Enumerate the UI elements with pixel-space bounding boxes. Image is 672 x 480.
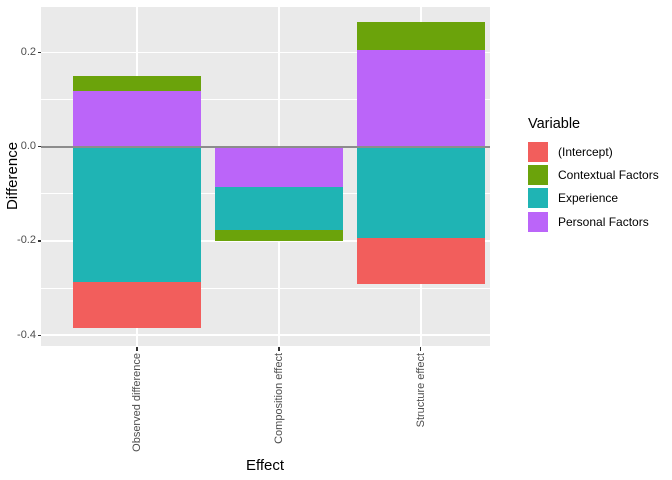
- gridline-minor: [41, 99, 490, 100]
- y-tick-label: 0.2: [20, 45, 36, 58]
- legend-swatch: [528, 141, 548, 162]
- gridline-major: [41, 334, 490, 336]
- bar-segment: [73, 90, 202, 147]
- legend-item-label: Experience: [558, 191, 619, 206]
- gridline-minor: [41, 287, 490, 289]
- legend-swatch: [528, 188, 548, 209]
- gridline-major: [41, 51, 490, 54]
- x-axis-title: Effect: [245, 457, 285, 474]
- x-tick-mark: [278, 346, 280, 351]
- x-tick-mark: [420, 346, 422, 351]
- x-tick-label: Structure effect: [414, 353, 427, 428]
- bar-segment: [73, 146, 202, 283]
- legend-item: Contextual Factors: [528, 163, 659, 186]
- bar-segment: [356, 50, 485, 147]
- legend-title: Variable: [528, 116, 581, 132]
- y-tick-mark: [37, 334, 41, 336]
- bar-segment: [214, 230, 343, 242]
- y-tick-label: -0.2: [17, 234, 36, 247]
- bar-segment: [214, 187, 343, 231]
- x-tick-label: Observed difference: [131, 353, 144, 452]
- legend-item-label: Personal Factors: [558, 214, 649, 229]
- bar-segment: [356, 146, 485, 238]
- legend-item-label: Contextual Factors: [558, 167, 659, 182]
- legend-item-label: (Intercept): [558, 144, 613, 159]
- legend-swatch: [528, 164, 548, 185]
- y-tick-mark: [37, 51, 41, 54]
- x-tick-mark: [136, 346, 138, 351]
- legend: Variable (Intercept) Contextual Factors Ex…: [528, 116, 659, 233]
- y-axis-title: Difference: [4, 141, 21, 211]
- legend-items: (Intercept) Contextual Factors Experience P…: [528, 140, 659, 233]
- legend-item: Experience: [528, 187, 659, 210]
- bar-segment: [356, 21, 485, 51]
- bar-segment: [214, 146, 343, 188]
- x-tick-label: Composition effect: [272, 353, 285, 444]
- y-tick-mark: [37, 240, 41, 242]
- plot-panel: [41, 7, 490, 346]
- y-tick-mark: [37, 146, 41, 148]
- legend-item: (Intercept): [528, 140, 659, 163]
- legend-swatch: [528, 211, 548, 232]
- bar-segment: [356, 237, 485, 284]
- legend-item: Personal Factors: [528, 210, 659, 233]
- bar-segment: [73, 282, 202, 329]
- y-tick-label: 0.0: [20, 140, 36, 153]
- bar-segment: [73, 75, 202, 91]
- y-tick-label: -0.4: [17, 328, 36, 341]
- zero-line: [41, 145, 490, 148]
